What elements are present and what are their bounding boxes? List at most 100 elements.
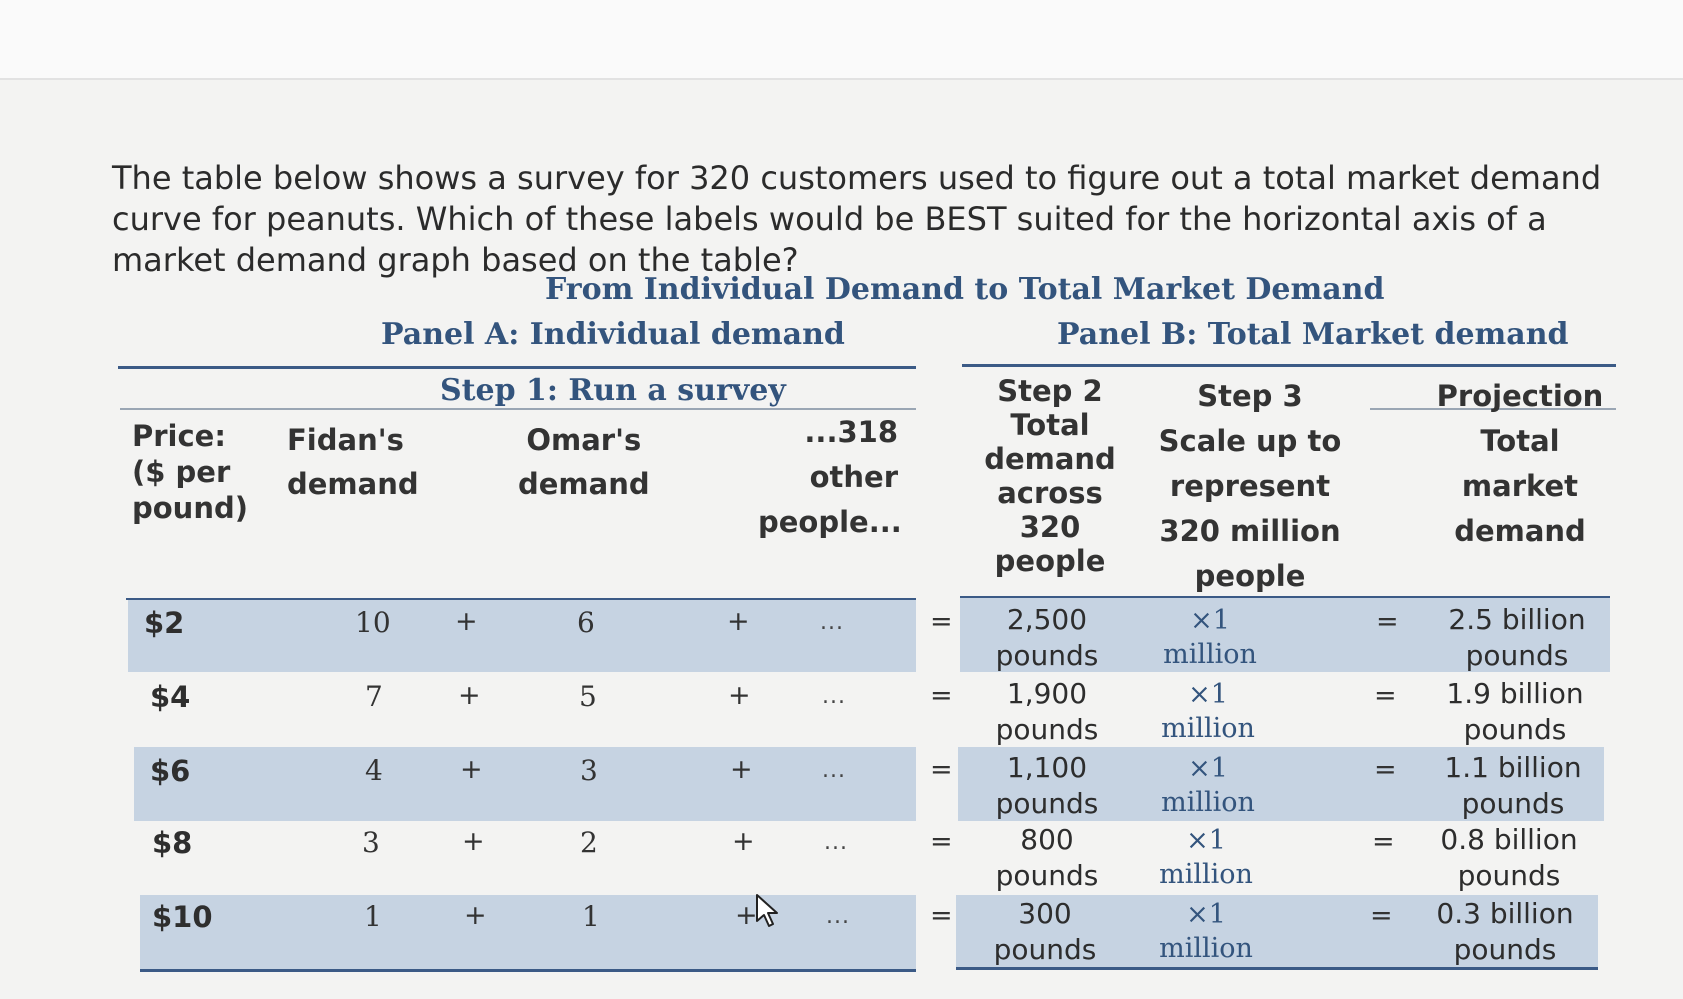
header-price: Price: ($ per pound) [132,419,248,525]
row-plus-sign: + [464,900,487,931]
row-band-3a [134,747,916,821]
row-market-demand: 0.8 billion pounds [1424,822,1594,894]
row-total-demand: 2,500 pounds [982,602,1112,674]
row-other-people: ... [826,904,850,929]
row-band-1a [128,600,916,672]
row-plus-sign: + [458,680,481,711]
row-scale-multiplier: ×1 [1188,679,1228,710]
row-plus-sign: + [727,606,750,637]
row-band-1b [960,598,1610,672]
row-scale-unit: million [1159,933,1253,964]
row-total-unit: pounds [995,787,1099,820]
row-plus-sign: + [732,826,755,857]
row-price: $2 [144,606,185,640]
row-market-value: 0.3 billion [1436,897,1574,930]
row-scale-multiplier: ×1 [1188,753,1228,784]
row-equals-sign: = [930,754,953,785]
projection-underline [1370,408,1616,410]
row-total-demand: 300 pounds [980,896,1110,968]
row-market-unit: pounds [1465,639,1569,672]
row-omar-demand: 1 [582,900,600,933]
header-step2: Step 2 Total demand across 320 people [984,374,1116,578]
header-omar: Omar's demand [518,423,650,501]
row-total-demand: 1,100 pounds [982,750,1112,822]
row-scale-unit: million [1161,713,1255,744]
row-equals-sign: = [930,680,953,711]
row-equals-sign: = [930,826,953,857]
row-market-value: 1.1 billion [1444,751,1582,784]
row-fidan-demand: 4 [365,754,383,787]
row-fidan-demand: 7 [365,680,383,713]
row-omar-demand: 2 [580,826,598,859]
row-fidan-demand: 3 [362,826,380,859]
row-total-demand: 800 pounds [982,822,1112,894]
row-plus-sign: + [460,754,483,785]
row-total-unit: pounds [995,713,1099,746]
row-total-unit: pounds [995,859,1099,892]
row-plus-sign: + [455,606,478,637]
panel-b-bottom-rule [956,967,1598,970]
row-market-value: 1.9 billion [1446,677,1584,710]
panel-a-header-rule [126,598,916,600]
row-price: $8 [152,826,193,860]
question-text: The table below shows a survey for 320 c… [112,159,1602,279]
row-equals-sign: = [1370,900,1393,931]
row-total-value: 300 [1018,897,1072,930]
row-total-value: 800 [1020,823,1074,856]
row-market-unit: pounds [1461,787,1565,820]
row-total-value: 1,100 [1006,751,1088,784]
row-market-value: 2.5 billion [1448,603,1586,636]
row-market-unit: pounds [1463,713,1567,746]
row-price: $6 [150,754,191,788]
row-total-value: 1,900 [1006,677,1088,710]
row-fidan-demand: 10 [355,606,391,639]
row-plus-sign: + [730,754,753,785]
mouse-cursor-icon [756,894,778,927]
row-equals-sign: = [1374,680,1397,711]
row-plus-sign: + [728,680,751,711]
row-market-demand: 2.5 billion pounds [1432,602,1602,674]
row-plus-sign: + [462,826,485,857]
row-market-demand: 0.3 billion pounds [1420,896,1590,968]
step1-underline [120,408,916,410]
row-price: $4 [150,680,191,714]
row-total-unit: pounds [995,639,1099,672]
row-other-people: ... [820,610,844,635]
row-scale-unit: million [1163,639,1257,670]
top-toolbar [0,0,1683,80]
panel-a-title: Panel A: Individual demand [381,317,845,352]
row-equals-sign: = [930,606,953,637]
row-omar-demand: 5 [579,680,597,713]
panel-b-header-rule [960,596,1610,598]
row-scale-factor: ×1 million [1138,752,1278,820]
row-scale-factor: ×1 million [1136,898,1276,966]
header-projection: Projection Total market demand [1436,379,1604,548]
row-scale-multiplier: ×1 [1186,825,1226,856]
step1-label: Step 1: Run a survey [440,373,786,408]
row-omar-demand: 3 [580,754,598,787]
row-band-5b [956,895,1598,969]
row-omar-demand: 6 [577,606,595,639]
row-total-demand: 1,900 pounds [982,676,1112,748]
row-market-demand: 1.9 billion pounds [1430,676,1600,748]
row-other-people: ... [824,830,848,855]
header-others: ...318 other people... [758,415,902,539]
header-step3: Step 3 Scale up to represent 320 million peo… [1158,379,1342,593]
row-equals-sign: = [1374,754,1397,785]
panel-a-top-rule [118,366,916,369]
table-title: From Individual Demand to Total Market D… [545,272,1385,307]
row-market-unit: pounds [1457,859,1561,892]
row-equals-sign: = [930,900,953,931]
header-fidan: Fidan's demand [287,423,419,501]
row-band-5a [140,895,916,969]
row-scale-unit: million [1159,859,1253,890]
row-scale-factor: ×1 million [1140,604,1280,672]
row-scale-multiplier: ×1 [1190,605,1230,636]
row-fidan-demand: 1 [364,900,382,933]
panel-b-title: Panel B: Total Market demand [1057,317,1569,352]
row-market-demand: 1.1 billion pounds [1428,750,1598,822]
row-total-unit: pounds [993,933,1097,966]
row-plus-sign: + [735,900,758,931]
row-scale-factor: ×1 million [1136,824,1276,892]
